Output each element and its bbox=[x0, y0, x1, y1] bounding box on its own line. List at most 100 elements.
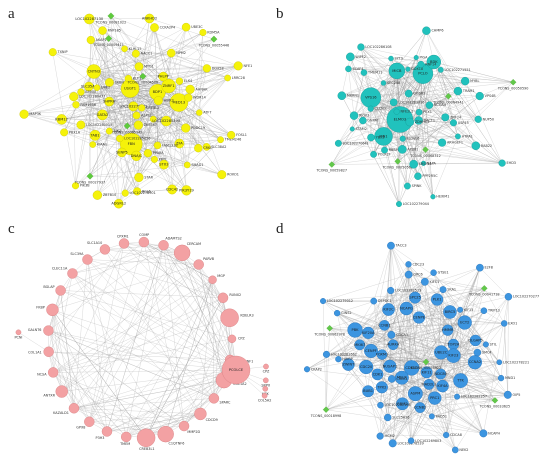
panel-c-edge bbox=[146, 413, 201, 438]
panel-a-edge bbox=[168, 27, 187, 86]
panel-d-node-label: MCM2 bbox=[384, 434, 394, 438]
panel-a-node-label: ADGRL2 bbox=[111, 202, 126, 206]
panel-c-edge bbox=[48, 351, 90, 422]
panel-b-node-label: NCOA4 bbox=[434, 103, 446, 107]
panel-c-edge bbox=[61, 252, 183, 392]
panel-a-node-label: SMAD1 bbox=[191, 163, 203, 167]
panel-d-node bbox=[409, 291, 422, 304]
panel-a-node-label: DNAJC bbox=[131, 154, 143, 158]
panel-c-node-label: COL1A2 bbox=[233, 382, 247, 386]
panel-b-node bbox=[367, 105, 374, 112]
panel-a-node bbox=[97, 109, 108, 121]
panel-c-node-label: GALNT6 bbox=[28, 328, 42, 332]
panel-d-edge bbox=[483, 310, 505, 324]
panel-c-node bbox=[138, 236, 150, 248]
panel-a-edge bbox=[163, 68, 207, 77]
panel-c-node bbox=[55, 285, 66, 296]
panel-d-node-label: KIF4A bbox=[437, 384, 448, 388]
panel-d-edge bbox=[410, 407, 421, 441]
panel-d-edge bbox=[373, 245, 392, 302]
panel-c-edge bbox=[48, 351, 237, 371]
panel-a-node bbox=[167, 184, 177, 195]
panel-b-edge bbox=[413, 142, 443, 165]
panel-c-edge bbox=[73, 398, 214, 409]
panel-a-node-label: TCONS_00009411 bbox=[92, 43, 124, 47]
panel-c-edge bbox=[61, 243, 125, 392]
panel-c-edge bbox=[61, 264, 199, 392]
panel-a-node-label: EP300 bbox=[85, 90, 96, 94]
panel-a-node-label: TCONS_00065942 bbox=[111, 130, 143, 134]
panel-d-node-label: SPC25 bbox=[409, 296, 421, 300]
panel-b-node bbox=[360, 69, 368, 76]
panel-d-node bbox=[428, 413, 435, 420]
panel-a-node-label: KDM5A bbox=[207, 31, 220, 35]
panel-c-node bbox=[136, 428, 156, 447]
panel-c-node bbox=[99, 244, 111, 255]
panel-d-edge bbox=[426, 372, 484, 434]
panel-b-node-label: ZDHHC5 bbox=[415, 120, 430, 124]
panel-a-node bbox=[174, 138, 185, 149]
panel-b-node-label: SPINK bbox=[412, 184, 423, 188]
panel-b-node bbox=[455, 133, 461, 140]
panel-b-hub-label: PIN1 bbox=[379, 134, 387, 138]
panel-c-network: CPXM1 COMP ADAMTS2 CERCAM PARVB MGP RUNX2 KDELR… bbox=[14, 233, 271, 451]
panel-d-node bbox=[388, 439, 397, 448]
panel-b-node-label: TCONS_00059827 bbox=[316, 169, 348, 173]
panel-b-node-label: DACT1 bbox=[424, 118, 435, 122]
panel-c-edge bbox=[89, 242, 145, 422]
panel-b-edge bbox=[331, 73, 424, 165]
panel-a-edge bbox=[187, 164, 222, 175]
panel-c-node bbox=[84, 416, 95, 427]
panel-c-outer-node bbox=[262, 385, 269, 392]
panel-d-node bbox=[384, 413, 392, 422]
panel-a-node bbox=[143, 149, 153, 158]
panel-c-edge bbox=[48, 351, 231, 361]
panel-b-node-label: EHD3 bbox=[507, 161, 516, 165]
panel-d-edge bbox=[368, 281, 425, 333]
panel-a-edge bbox=[166, 112, 200, 122]
panel-c-edges bbox=[18, 241, 266, 438]
panel-b-node bbox=[380, 80, 387, 86]
panel-d-edge bbox=[306, 344, 360, 370]
panel-c-edge bbox=[165, 359, 231, 435]
panel-b-node-label: RNF14 bbox=[425, 62, 436, 66]
panel-b-edge bbox=[331, 122, 454, 165]
panel-a-hub-node bbox=[120, 132, 143, 156]
panel-c-node bbox=[208, 393, 220, 404]
panel-c-hub-label: PCOLCE bbox=[229, 368, 244, 372]
panel-d-node-label: PLK1 bbox=[433, 298, 442, 302]
panel-d-edge bbox=[440, 373, 508, 395]
panel-a-hub-label: USGT1 bbox=[124, 87, 136, 91]
panel-d-node bbox=[454, 393, 461, 400]
panel-a-node bbox=[181, 22, 191, 32]
panel-c-edge bbox=[89, 245, 164, 422]
panel-d-node bbox=[482, 341, 489, 348]
panel-a-node bbox=[93, 84, 101, 91]
panel-a-node bbox=[159, 159, 169, 170]
panel-a-edge bbox=[118, 148, 199, 204]
panel-d-node bbox=[303, 366, 311, 373]
panel-a-edge bbox=[187, 68, 208, 165]
panel-b-edge bbox=[402, 138, 419, 177]
panel-a-edge bbox=[80, 91, 110, 132]
panel-c-node bbox=[193, 259, 204, 270]
panel-c-node bbox=[178, 420, 190, 432]
panel-b-edge bbox=[433, 61, 514, 83]
panel-a-node-label: HIPK3 bbox=[164, 99, 174, 103]
panel-a-edge bbox=[93, 65, 239, 72]
panel-a-node-label: LOC102280015 bbox=[86, 123, 112, 127]
panel-a-node-label: STAR bbox=[144, 175, 153, 179]
panel-a-node-label: TXNIP bbox=[57, 50, 68, 54]
panel-b-edge bbox=[331, 145, 476, 165]
panel-a-node bbox=[217, 136, 224, 144]
panel-a-lncrna-node bbox=[139, 72, 147, 80]
panel-d-edge bbox=[431, 400, 495, 417]
panel-c-edge bbox=[53, 372, 166, 435]
panel-d-node-label: KIF20A bbox=[362, 331, 375, 335]
panel-d-lncrna-node bbox=[481, 285, 488, 292]
panel-d-node bbox=[371, 368, 384, 381]
panel-a-node-label: ASXL2 bbox=[141, 113, 152, 117]
panel-d-edge bbox=[408, 264, 487, 345]
